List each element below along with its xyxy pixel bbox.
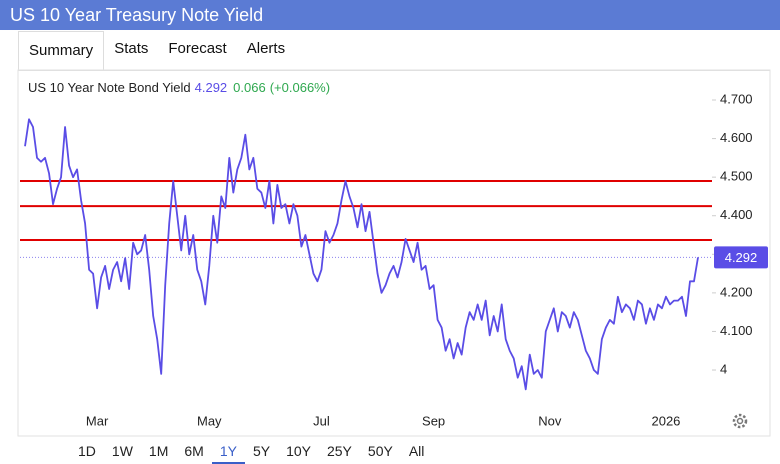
range-button[interactable]: 1M	[148, 443, 169, 459]
range-button[interactable]: 10Y	[286, 443, 311, 459]
range-button[interactable]: 25Y	[326, 443, 352, 459]
legend: US 10 Year Note Bond Yield 4.292 0.066 (+0.…	[28, 80, 330, 95]
x-tick-label: 2026	[651, 413, 680, 428]
legend-text: US 10 Year Note Bond Yield	[28, 80, 191, 95]
range-button[interactable]: 1W	[111, 443, 133, 459]
y-tick-label: 4	[720, 361, 727, 376]
tab[interactable]: Stats	[114, 40, 149, 57]
tab[interactable]: Forecast	[168, 40, 227, 57]
range-button[interactable]: 1Y	[211, 438, 245, 464]
y-tick-label: 4.200	[720, 284, 753, 299]
tab-bar: Summary Stats Forecast Alerts	[18, 30, 295, 71]
settings-icon[interactable]	[732, 413, 748, 429]
current-value-badge	[714, 246, 768, 269]
range-button[interactable]: All	[408, 443, 425, 459]
y-tick-label: 4.100	[720, 323, 753, 338]
title-bar: US 10 Year Treasury Note Yield	[0, 0, 780, 30]
range-button[interactable]: 50Y	[367, 443, 393, 459]
y-tick-label: 4.500	[720, 169, 753, 184]
tab[interactable]: Alerts	[246, 40, 286, 57]
legend-text: 4.292	[195, 80, 228, 95]
range-bar: 1D 1W 1M 6M 1Y 5Y 10Y 25Y 50Y All	[70, 438, 432, 464]
x-tick-label: Nov	[538, 413, 562, 428]
legend-text: 0.066	[233, 80, 266, 95]
tab[interactable]: Summary	[18, 31, 105, 71]
chart-frame	[17, 69, 771, 437]
page-title: US 10 Year Treasury Note Yield	[10, 5, 264, 25]
x-tick-label: May	[197, 413, 222, 428]
current-value-label: 4.292	[725, 250, 758, 265]
x-tick-label: Mar	[86, 413, 109, 428]
line-series	[24, 118, 699, 391]
legend-text: (+0.066%)	[270, 80, 330, 95]
y-tick-label: 4.600	[720, 130, 753, 145]
y-tick-label: 4.700	[720, 91, 753, 106]
y-tick-label: 4.400	[720, 207, 753, 222]
range-button[interactable]: 1D	[78, 443, 96, 459]
x-tick-label: Sep	[422, 413, 445, 428]
range-button[interactable]: 6M	[184, 443, 204, 459]
range-button[interactable]: 5Y	[252, 443, 271, 459]
x-tick-label: Jul	[313, 413, 330, 428]
